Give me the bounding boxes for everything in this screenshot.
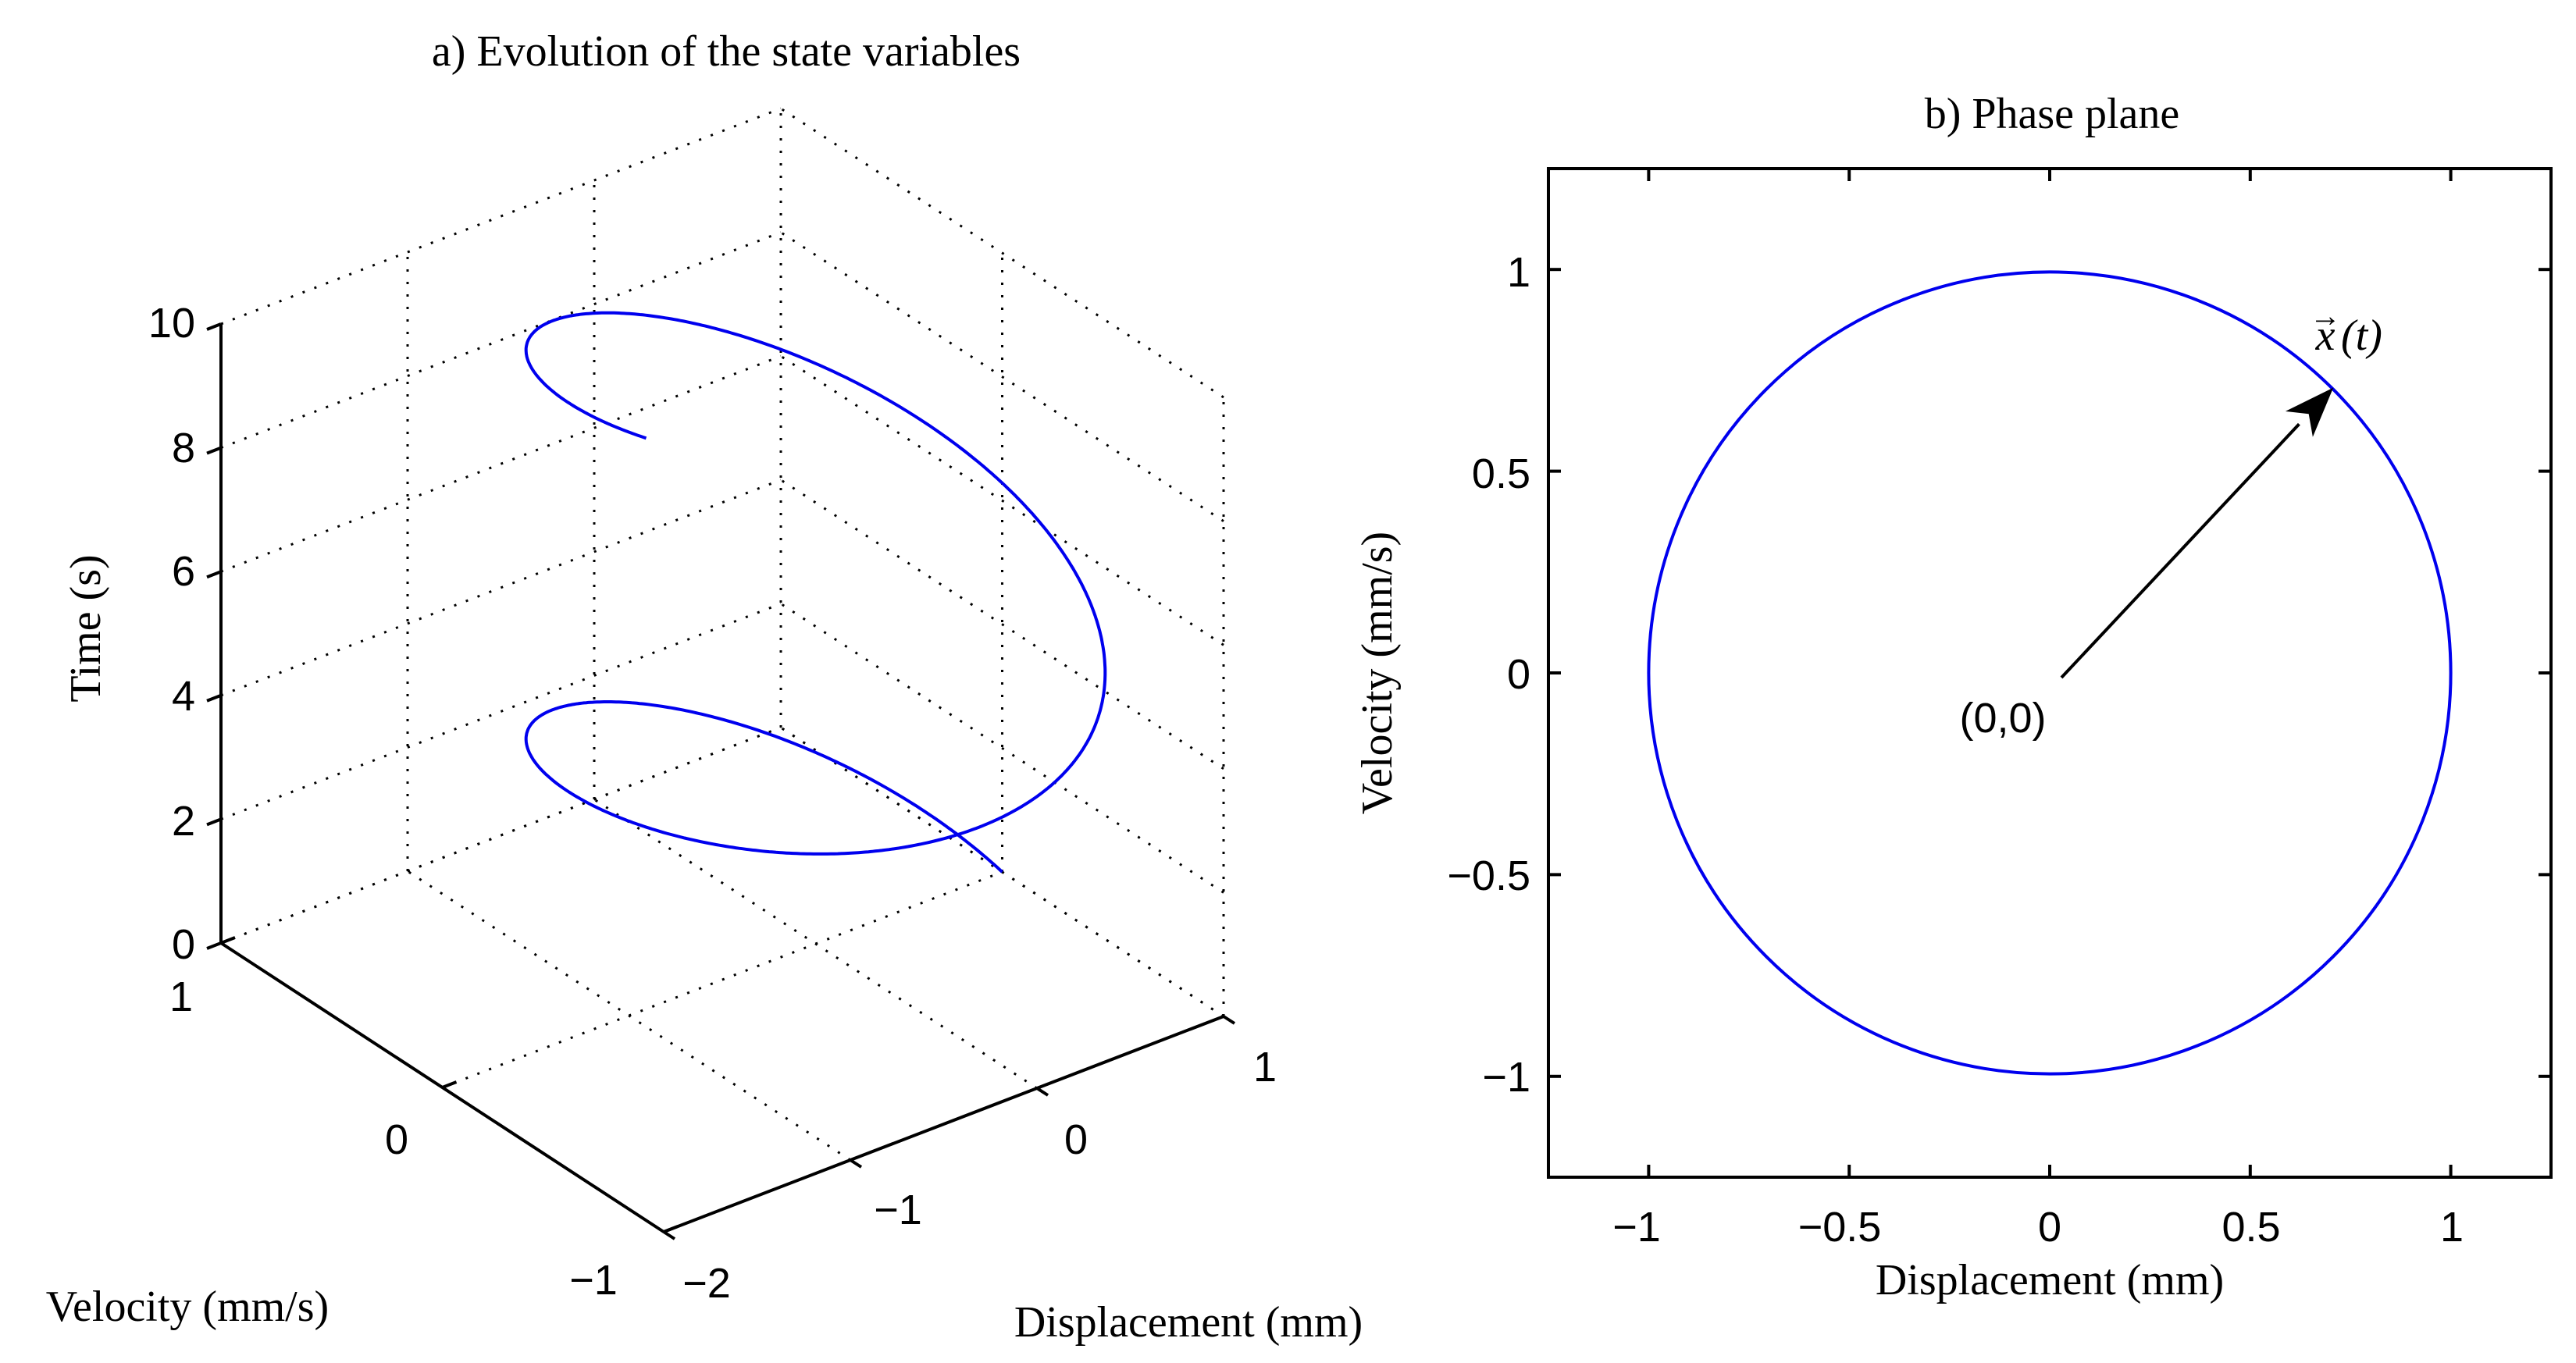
panel-a-x-tick-0: 0: [1064, 1116, 1088, 1163]
panel-b-x-tick-1: 1: [2440, 1204, 2464, 1251]
panel-b-ticks: [1548, 169, 2551, 1177]
panel-a-3d-plot: a) Evolution of the state variables 0 2 …: [46, 27, 1363, 1347]
panel-b-vector-label-x: x: [2315, 311, 2336, 360]
panel-a-y-axis-label: Velocity (mm/s): [46, 1283, 329, 1331]
panel-a-z-tick-6: 6: [172, 548, 195, 595]
panel-b-title: b) Phase plane: [1925, 90, 2180, 138]
panel-a-z-tick-4: 4: [172, 673, 195, 720]
panel-a-axes: [206, 322, 1236, 1240]
grid-side-horizontal: [780, 354, 1224, 646]
axis-displacement: [663, 1015, 1224, 1233]
panel-b-axes-box: [1547, 167, 2553, 1179]
panel-b-x-tick-0: 0: [2038, 1204, 2061, 1251]
panel-b-x-tick-neg1: −1: [1612, 1204, 1661, 1251]
axis-tick: [220, 936, 236, 945]
panel-b-phase-plane: b) Phase plane (0,0) → x (t) 1 0.5 0 −0.…: [1353, 90, 2553, 1304]
grid-back-horizontal: [220, 107, 782, 326]
panel-a-z-tick-2: 2: [172, 798, 195, 845]
panel-b-y-tick-neg1: −1: [1482, 1054, 1530, 1101]
panel-a-y-tick-0: 0: [385, 1116, 408, 1163]
panel-a-x-axis-label: Displacement (mm): [1014, 1298, 1363, 1347]
panel-b-x-tick-neg0.5: −0.5: [1798, 1204, 1882, 1251]
panel-a-title: a) Evolution of the state variables: [432, 27, 1021, 76]
grid-side-horizontal: [780, 107, 1224, 399]
grid-floor-y: [441, 870, 1003, 1089]
panel-a-helix-curve: [524, 311, 1107, 874]
panel-b-y-tick-0.5: 0.5: [1472, 450, 1530, 497]
panel-b-y-tick-0: 0: [1507, 651, 1530, 698]
grid-back-horizontal: [220, 231, 782, 449]
panel-b-x-axis-label: Displacement (mm): [1876, 1256, 2224, 1304]
panel-a-x-tick-neg1: −1: [874, 1187, 922, 1233]
panel-a-z-tick-8: 8: [172, 425, 195, 472]
panel-b-y-axis-label: Velocity (mm/s): [1353, 532, 1402, 814]
panel-b-vector-label-t: (t): [2341, 311, 2382, 360]
panel-b-vector-arrowhead: [2285, 387, 2334, 437]
axis-tick: [1222, 1015, 1236, 1025]
axis-tick: [663, 1225, 679, 1233]
axis-tick: [849, 1158, 863, 1169]
panel-b-origin-label: (0,0): [1959, 695, 2046, 742]
panel-b-y-tick-1: 1: [1507, 249, 1530, 296]
panel-a-grid: [219, 107, 1225, 1233]
axis-tick: [206, 322, 222, 331]
grid-side-horizontal: [780, 231, 1224, 522]
panel-a-z-tick-0: 0: [172, 921, 195, 968]
panel-a-y-tick-1: 1: [169, 973, 193, 1020]
panel-b-unit-circle: [1647, 270, 2453, 1076]
panel-a-x-tick-1: 1: [1253, 1044, 1277, 1091]
axis-tick: [206, 570, 222, 579]
axis-tick: [1035, 1087, 1049, 1097]
axis-tick: [206, 817, 222, 827]
axis-tick: [206, 446, 222, 455]
axis-tick: [206, 941, 222, 950]
panel-b-x-tick-0.5: 0.5: [2221, 1204, 2280, 1251]
panel-b-vector-arrow: [2060, 422, 2300, 679]
grid-floor-y: [220, 726, 782, 945]
panel-a-y-tick-neg1: −1: [569, 1257, 618, 1304]
axis-tick: [206, 693, 222, 703]
panel-a-z-tick-10: 10: [148, 300, 195, 347]
panel-a-x-tick-neg2: −2: [682, 1260, 731, 1307]
panel-b-y-tick-neg0.5: −0.5: [1447, 852, 1530, 899]
grid-side-horizontal: [780, 603, 1224, 894]
grid-side-horizontal: [780, 479, 1224, 770]
panel-a-z-axis-label: Time (s): [62, 554, 110, 702]
axis-tick: [662, 1230, 676, 1240]
grid-back-horizontal: [220, 603, 782, 820]
grid-back-horizontal: [220, 479, 782, 697]
panel-b-vector-label: → x (t): [2310, 298, 2382, 360]
axis-tick: [441, 1080, 458, 1089]
panel-b-vector-label-arrow: →: [2310, 298, 2341, 333]
grid-back-horizontal: [220, 354, 782, 573]
